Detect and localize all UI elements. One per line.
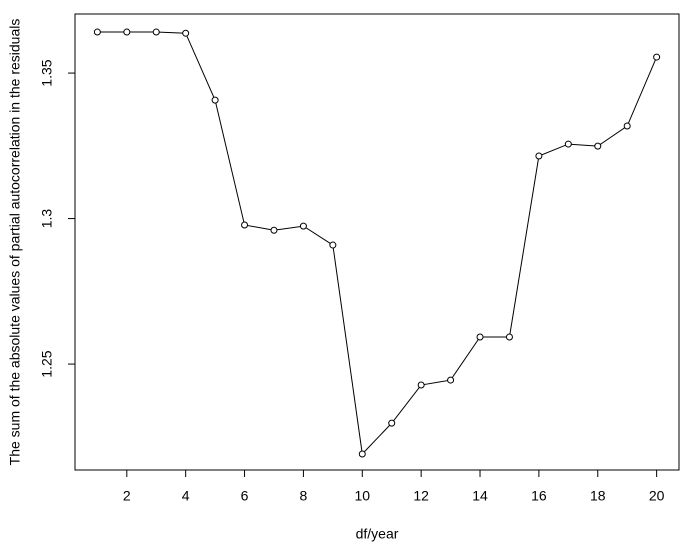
data-point xyxy=(653,53,661,61)
x-axis-label: df/year xyxy=(356,526,399,542)
data-point xyxy=(505,333,513,341)
x-tick-label: 8 xyxy=(300,488,308,504)
data-point xyxy=(241,221,249,229)
x-tick-label: 12 xyxy=(413,488,429,504)
data-point xyxy=(417,381,425,389)
data-point xyxy=(152,28,160,36)
x-tick-label: 16 xyxy=(531,488,547,504)
data-point xyxy=(594,142,602,150)
y-tick-label: 1.3 xyxy=(39,209,55,229)
x-tick-label: 6 xyxy=(241,488,249,504)
y-tick-label: 1.25 xyxy=(39,350,55,377)
data-point xyxy=(93,28,101,36)
data-point xyxy=(299,222,307,230)
y-tick-label: 1.35 xyxy=(39,59,55,86)
data-point xyxy=(476,333,484,341)
data-point xyxy=(388,419,396,427)
plot-frame xyxy=(74,13,680,471)
data-point xyxy=(564,140,572,148)
data-point xyxy=(447,376,455,384)
x-tick-label: 18 xyxy=(590,488,606,504)
data-point xyxy=(270,226,278,234)
x-tick-label: 4 xyxy=(182,488,190,504)
x-tick-label: 14 xyxy=(472,488,488,504)
data-point xyxy=(329,241,337,249)
data-point xyxy=(358,450,366,458)
data-line xyxy=(97,31,658,456)
x-tick-label: 2 xyxy=(123,488,131,504)
data-point xyxy=(623,122,631,130)
x-tick-label: 20 xyxy=(649,488,665,504)
y-axis-label: The sum of the absolute values of partia… xyxy=(7,19,23,466)
data-point xyxy=(535,152,543,160)
data-point xyxy=(182,29,190,37)
x-tick-label: 10 xyxy=(354,488,370,504)
data-point xyxy=(123,28,131,36)
data-point xyxy=(211,96,219,104)
